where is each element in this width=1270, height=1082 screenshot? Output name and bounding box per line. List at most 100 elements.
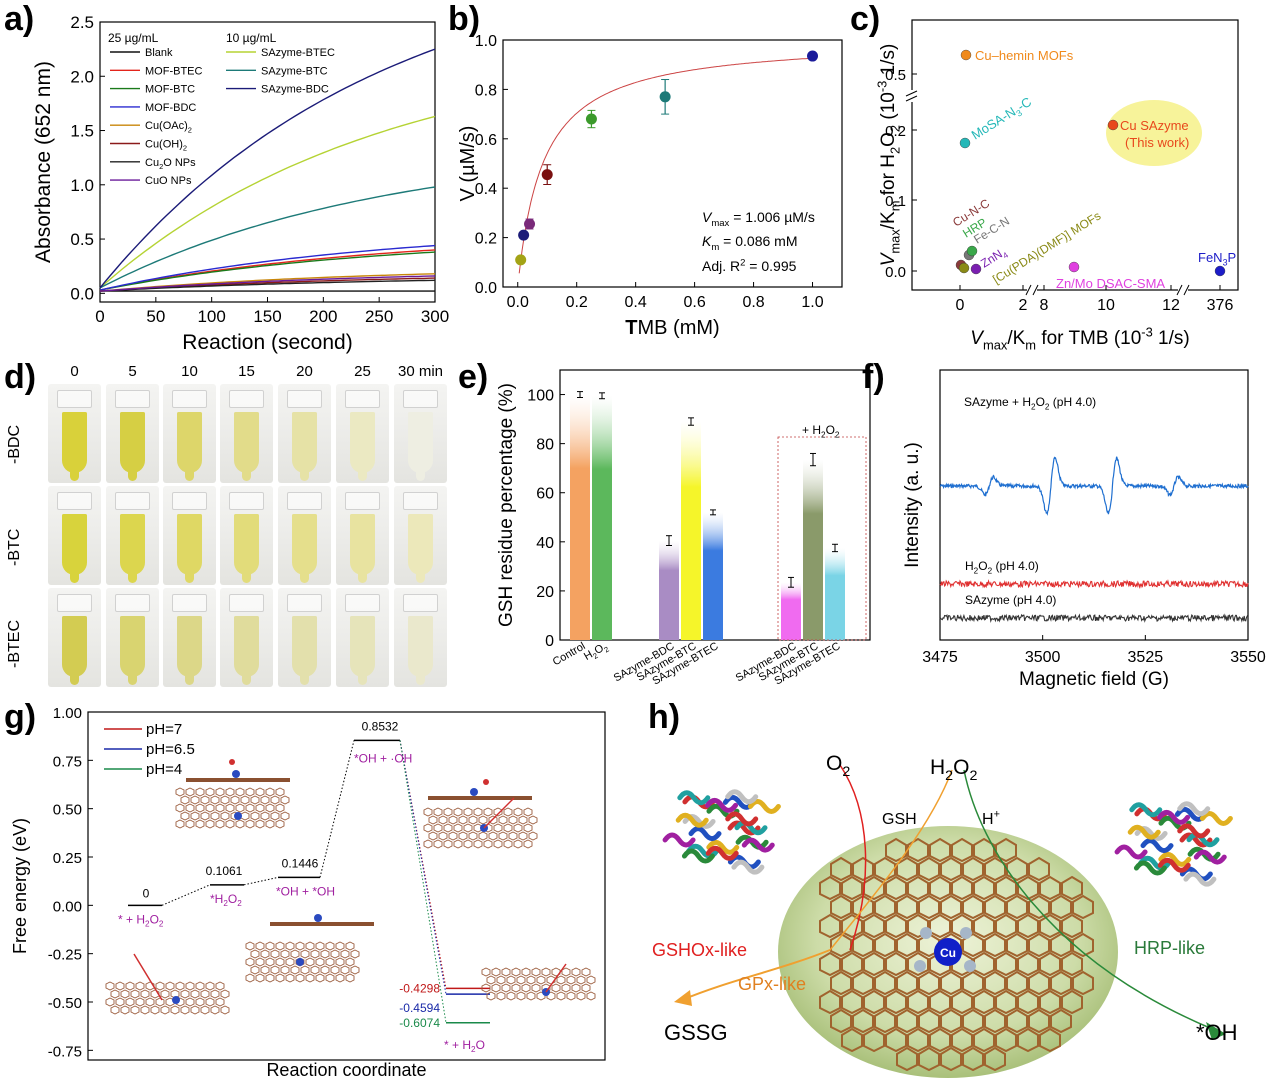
carbon-ring [145,981,155,991]
carbon-ring [852,1008,874,1034]
carbon-ring [205,997,215,1007]
chart-f: 3475 3500 3525 3550 Magnetic field (G) Intens… [902,369,1266,690]
y-tick-label: 0.5 [885,67,906,84]
chart-e: 0 20 40 60 80 100 GSH residue percentage (%) + … [496,369,871,688]
carbon-ring [995,1027,1017,1053]
carbon-ring [1017,1027,1039,1053]
legend-entry: pH=4 [146,761,182,778]
carbon-ring [929,875,951,901]
x-tick-label: 0.4 [625,294,647,311]
data-point [1214,265,1226,277]
carbon-ring [175,787,185,797]
carbon-ring [896,970,918,996]
tube-image [278,384,331,483]
carbon-ring [270,795,280,805]
o2-arrow [839,764,867,951]
spectrum-label: SAzyme + H2​O2​ (pH 4.0) [964,395,1096,411]
carbon-ring [1039,1027,1061,1053]
carbon-ring [984,856,1006,882]
carbon-ring [1017,951,1039,977]
structure-sheet [175,787,290,829]
hrp-protein-icon [1114,801,1233,887]
carbon-ring [305,973,315,983]
carbon-ring [448,815,458,825]
scheme-h: Cu O2​ H2​O2​ GSH H+​ GSHOx-like GPx-like HRP-l… [652,752,1238,1078]
carbon-ring [885,1027,907,1053]
structure-sheet [105,981,230,1015]
carbon-ring [305,957,315,967]
tube-image [163,384,216,483]
y-tick-label: 0.75 [53,753,82,770]
carbon-ring [315,973,325,983]
carbon-ring [528,831,538,841]
carbon-ring [428,831,438,841]
gssg-label: GSSG [664,1020,728,1045]
nitrogen-atom-icon [964,960,976,972]
carbon-ring [423,839,433,849]
carbon-ring [210,989,220,999]
carbon-ring [125,997,135,1007]
protein-ribbon [688,826,722,842]
x-tick-label: 0.0 [507,294,529,311]
legend-header: 10 µg/mL [226,31,277,45]
carbon-ring [255,957,265,967]
carbon-ring [295,941,305,951]
carbon-ring [984,970,1006,996]
structure-sheet [481,967,596,1001]
migration-arrow [545,963,567,993]
carbon-ring [463,839,473,849]
carbon-ring [473,839,483,849]
carbon-ring [1017,875,1039,901]
x-tick-label: 50 [146,307,165,326]
carbon-ring [819,989,841,1015]
data-point [659,91,671,103]
x-tick-label: 376 [1207,297,1234,314]
carbon-ring [493,839,503,849]
carbon-ring [195,981,205,991]
nitrogen-atom-icon [960,927,972,939]
time-label: 0 [70,363,79,380]
carbon-ring [190,1005,200,1015]
y-tick-label: 0.0 [885,264,906,281]
carbon-ring [863,989,885,1015]
tube-image [48,588,101,687]
carbon-ring [896,894,918,920]
plot-frame [939,369,1249,641]
carbon-ring [940,1046,962,1072]
spectrum-line [939,613,1249,623]
cu-atom-icon [296,958,304,966]
x-tick-label: 0.8 [742,294,764,311]
y-axis-title: Free energy (eV) [10,818,30,954]
y-axis-title: Absorbance (652 nm) [32,61,55,263]
legend-header: 25 µg/mL [108,31,159,45]
protein-ribbon [1133,860,1167,876]
carbon-ring [215,981,225,991]
carbon-ring [995,837,1017,863]
carbon-ring [155,997,165,1007]
fit-curve [518,57,813,274]
carbon-ring [940,970,962,996]
carbon-ring [885,875,907,901]
carbon-ring [175,819,185,829]
time-label: 20 [296,363,313,380]
y-tick-label: -0.50 [48,995,82,1012]
panel-a-label: a) [4,0,35,38]
carbon-ring [220,795,230,805]
carbon-ring [235,787,245,797]
carbon-ring [210,795,220,805]
carbon-ring [345,941,355,951]
carbon-ring [819,913,841,939]
y-tick-label: -0.25 [48,947,82,964]
series-line [99,275,436,292]
y-tick-label: 0.4 [475,181,497,198]
carbon-ring [105,981,115,991]
structure-sheet [423,807,538,849]
data-point [958,262,970,274]
carbon-ring [551,967,561,977]
panel-g-label: g) [4,698,37,736]
carbon-ring [896,1046,918,1072]
carbon-ring [951,837,973,863]
y-tick-label: 20 [536,584,554,601]
carbon-ring [275,819,285,829]
row-label: -BTEC [6,620,23,668]
